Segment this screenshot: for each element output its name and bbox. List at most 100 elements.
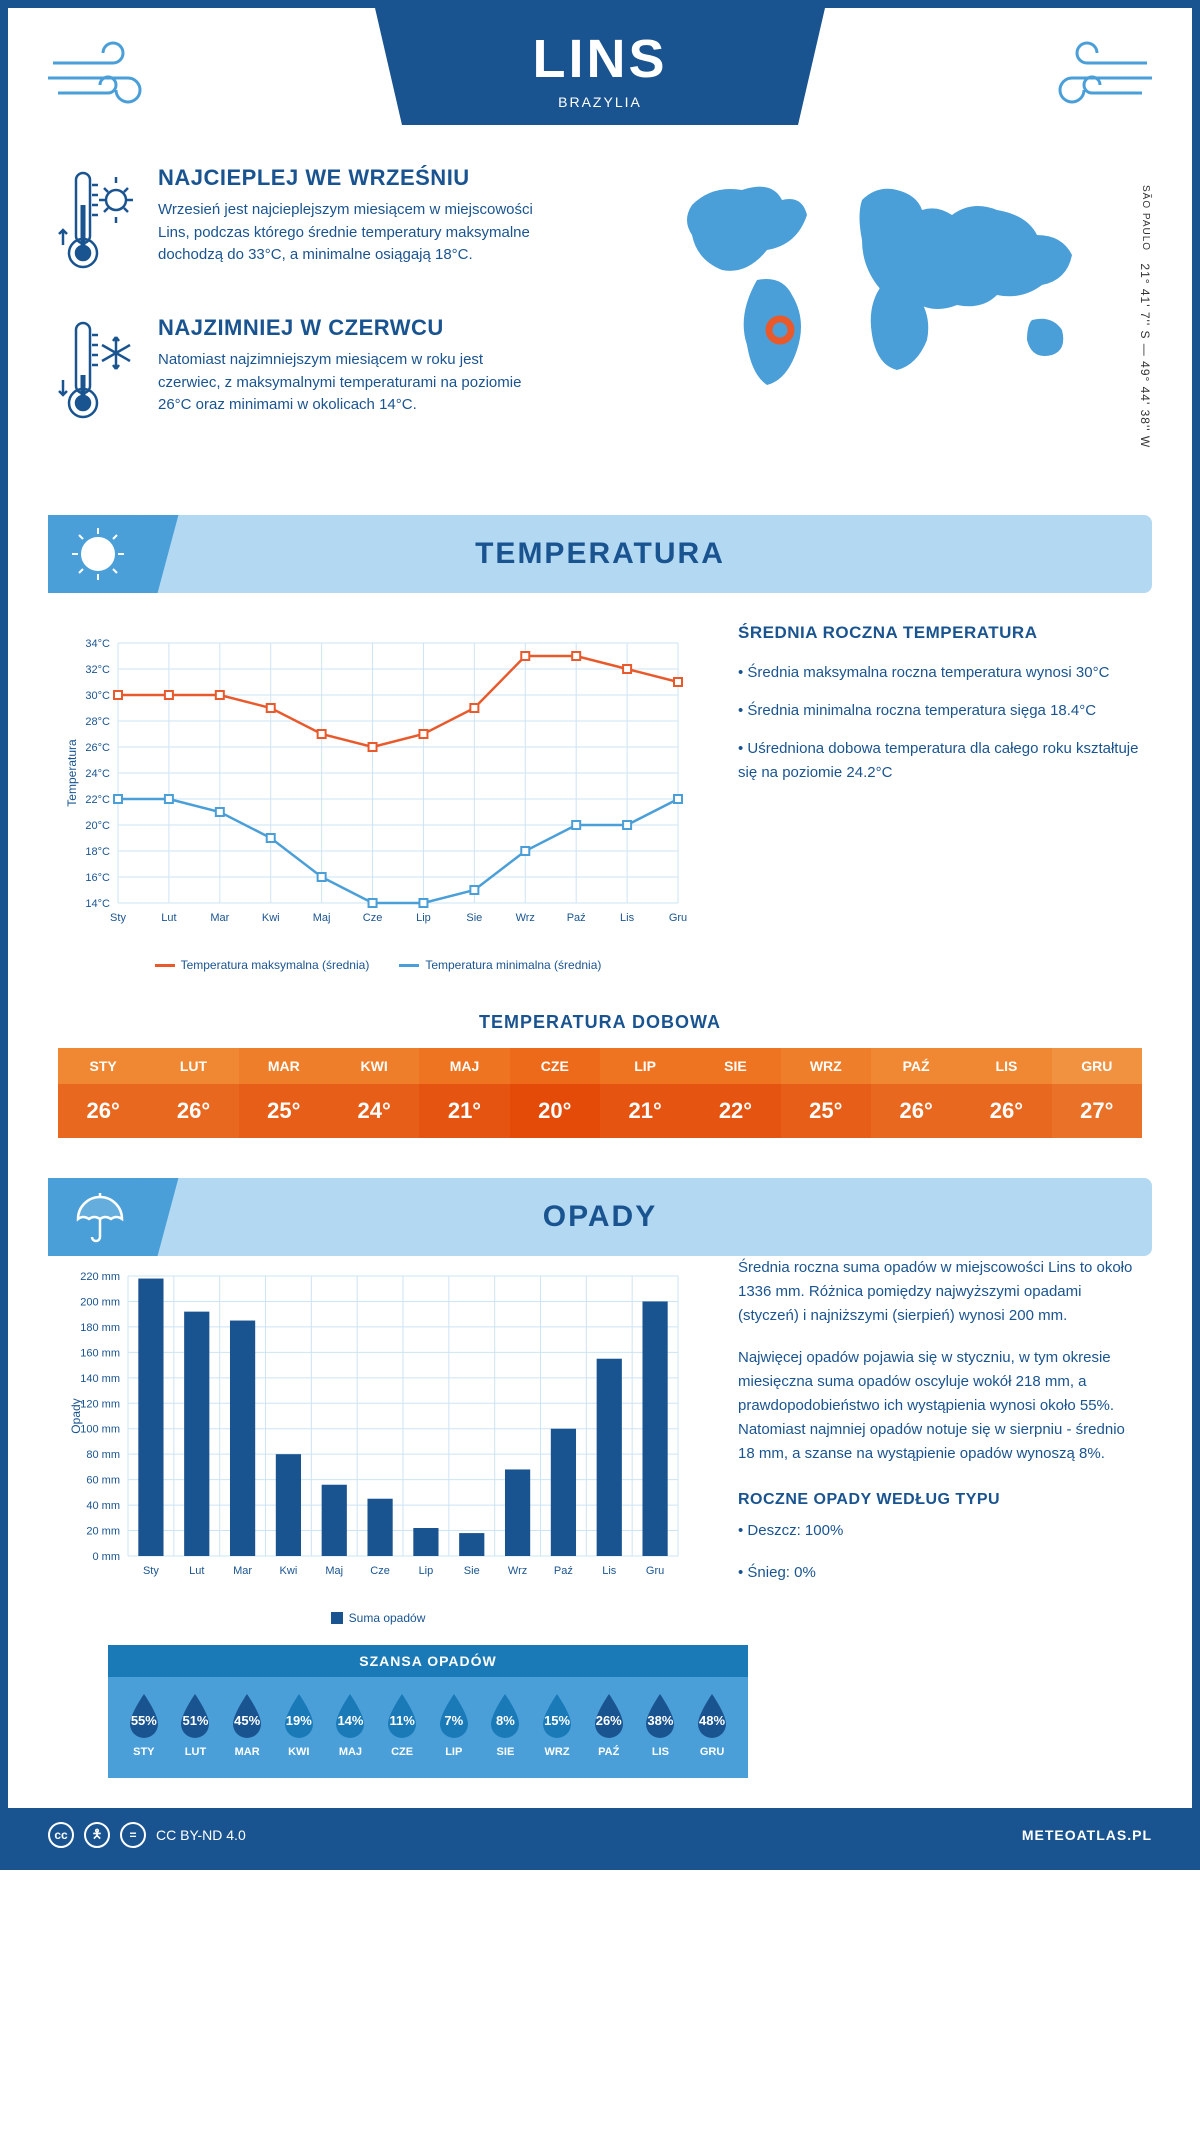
svg-text:220 mm: 220 mm [80, 1271, 120, 1283]
svg-text:Cze: Cze [363, 912, 383, 924]
temp-side-b3: • Uśredniona dobowa temperatura dla całe… [738, 737, 1142, 785]
temp-side-title: ŚREDNIA ROCZNA TEMPERATURA [738, 623, 1142, 643]
rain-p1: Średnia roczna suma opadów w miejscowośc… [738, 1256, 1142, 1328]
temp-cell-month: STY [58, 1048, 148, 1084]
svg-text:18°C: 18°C [85, 846, 110, 858]
svg-text:Sty: Sty [110, 912, 126, 924]
svg-text:140 mm: 140 mm [80, 1373, 120, 1385]
region-label: SÃO PAULO [1140, 185, 1151, 251]
svg-text:Paź: Paź [567, 912, 586, 924]
drop-month: LIP [434, 1746, 474, 1758]
drop-month: MAR [227, 1746, 267, 1758]
country-name: BRAZYLIA [375, 94, 825, 110]
drop-pct: 14% [337, 1713, 363, 1728]
drop-item: 11% CZE [382, 1692, 422, 1758]
svg-text:200 mm: 200 mm [80, 1296, 120, 1308]
thermometer-hot-icon [58, 165, 138, 280]
raindrop-icon: 26% [589, 1692, 629, 1740]
temp-side-b2: • Średnia minimalna roczna temperatura s… [738, 699, 1142, 723]
drop-month: KWI [279, 1746, 319, 1758]
world-map [662, 165, 1102, 395]
temp-cell-value: 21° [600, 1084, 690, 1138]
svg-text:80 mm: 80 mm [86, 1449, 120, 1461]
temp-cell: LIP21° [600, 1048, 690, 1138]
temp-cell-month: CZE [510, 1048, 600, 1084]
drop-pct: 45% [234, 1713, 260, 1728]
drop-item: 45% MAR [227, 1692, 267, 1758]
drop-month: CZE [382, 1746, 422, 1758]
header-banner: LINS BRAZYLIA [375, 8, 825, 125]
rain-type-title: ROCZNE OPADY WEDŁUG TYPU [738, 1491, 1142, 1509]
svg-text:Temperatura: Temperatura [65, 739, 79, 807]
daily-temp-table: STY26°LUT26°MAR25°KWI24°MAJ21°CZE20°LIP2… [58, 1048, 1142, 1138]
drop-pct: 26% [596, 1713, 622, 1728]
drop-month: SIE [485, 1746, 525, 1758]
svg-text:Lis: Lis [620, 912, 635, 924]
temp-cell: LIS26° [961, 1048, 1051, 1138]
svg-text:120 mm: 120 mm [80, 1398, 120, 1410]
hot-text: NAJCIEPLEJ WE WRZEŚNIU Wrzesień jest naj… [158, 165, 538, 280]
footer: cc 🯅 = CC BY-ND 4.0 METEOATLAS.PL [8, 1808, 1192, 1862]
drop-item: 8% SIE [485, 1692, 525, 1758]
raindrop-icon: 19% [279, 1692, 319, 1740]
city-name: LINS [375, 28, 825, 90]
legend-max: Temperatura maksymalna (średnia) [155, 958, 370, 972]
temp-side-b1: • Średnia maksymalna roczna temperatura … [738, 661, 1142, 685]
rain-side: Średnia roczna suma opadów w miejscowośc… [738, 1256, 1142, 1778]
temp-cell: KWI24° [329, 1048, 419, 1138]
drop-pct: 19% [286, 1713, 312, 1728]
svg-text:20 mm: 20 mm [86, 1526, 120, 1538]
temp-cell-value: 26° [148, 1084, 238, 1138]
cold-block: NAJZIMNIEJ W CZERWCU Natomiast najzimnie… [58, 315, 622, 430]
temp-cell-month: WRZ [781, 1048, 871, 1084]
temp-cell-value: 24° [329, 1084, 419, 1138]
temp-legend: Temperatura maksymalna (średnia) Tempera… [58, 958, 698, 972]
drop-pct: 55% [131, 1713, 157, 1728]
temp-cell-month: GRU [1052, 1048, 1142, 1084]
temp-cell-month: LIP [600, 1048, 690, 1084]
rain-p2: Najwięcej opadów pojawia się w styczniu,… [738, 1346, 1142, 1466]
temp-cell-month: MAR [239, 1048, 329, 1084]
svg-text:100 mm: 100 mm [80, 1424, 120, 1436]
drop-pct: 8% [496, 1713, 515, 1728]
temp-cell-month: PAŹ [871, 1048, 961, 1084]
raindrop-icon: 11% [382, 1692, 422, 1740]
temp-section-title: TEMPERATURA [475, 537, 725, 570]
by-icon: 🯅 [84, 1822, 110, 1848]
temp-side: ŚREDNIA ROCZNA TEMPERATURA • Średnia mak… [738, 623, 1142, 972]
drop-item: 7% LIP [434, 1692, 474, 1758]
temp-chart: 14°C16°C18°C20°C22°C24°C26°C28°C30°C32°C… [58, 623, 698, 972]
raindrop-icon: 48% [692, 1692, 732, 1740]
temp-chart-row: 14°C16°C18°C20°C22°C24°C26°C28°C30°C32°C… [8, 593, 1192, 1002]
drop-pct: 7% [444, 1713, 463, 1728]
hot-block: NAJCIEPLEJ WE WRZEŚNIU Wrzesień jest naj… [58, 165, 622, 280]
drop-item: 48%GRU [692, 1692, 732, 1758]
cold-desc: Natomiast najzimniejszym miesiącem w rok… [158, 349, 538, 417]
temp-cell: MAR25° [239, 1048, 329, 1138]
hot-title: NAJCIEPLEJ WE WRZEŚNIU [158, 165, 538, 191]
rain-banner: OPADY [48, 1178, 1152, 1256]
svg-text:Mar: Mar [210, 912, 229, 924]
svg-text:0 mm: 0 mm [93, 1551, 121, 1563]
temp-cell-value: 21° [419, 1084, 509, 1138]
rain-t1: • Deszcz: 100% [738, 1519, 1142, 1543]
raindrop-icon: 7% [434, 1692, 474, 1740]
temp-cell-value: 26° [871, 1084, 961, 1138]
svg-text:Lis: Lis [602, 1565, 617, 1577]
svg-text:24°C: 24°C [85, 768, 110, 780]
map-block: SÃO PAULO 21° 41' 7'' S — 49° 44' 38'' W [662, 165, 1142, 465]
svg-text:180 mm: 180 mm [80, 1322, 120, 1334]
umbrella-icon [48, 1178, 148, 1256]
svg-text:Lip: Lip [416, 912, 431, 924]
svg-text:34°C: 34°C [85, 638, 110, 650]
temp-cell-month: SIE [690, 1048, 780, 1084]
svg-text:Cze: Cze [370, 1565, 390, 1577]
svg-text:Wrz: Wrz [516, 912, 535, 924]
temp-cell: GRU27° [1052, 1048, 1142, 1138]
temp-cell: WRZ25° [781, 1048, 871, 1138]
temp-cell: SIE22° [690, 1048, 780, 1138]
lon-label: 49° 44' 38'' W [1138, 361, 1152, 448]
footer-site: METEOATLAS.PL [1022, 1827, 1152, 1843]
sun-icon [48, 515, 148, 593]
temp-cell-value: 25° [781, 1084, 871, 1138]
